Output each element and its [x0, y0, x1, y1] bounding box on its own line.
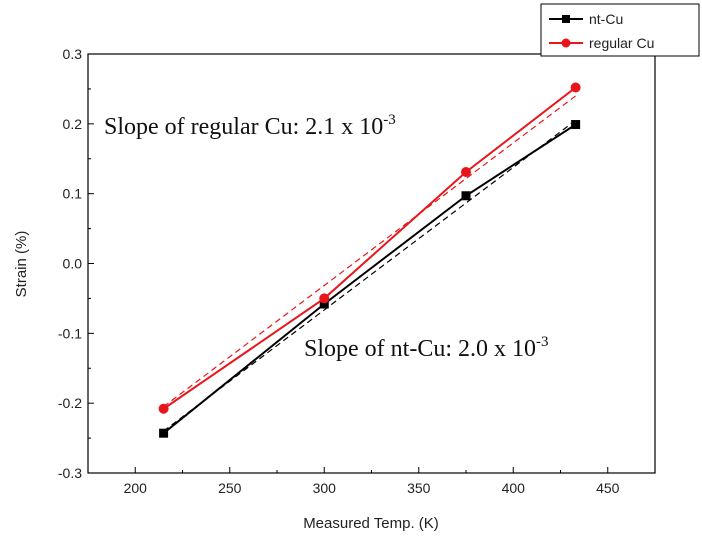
x-tick-label: 450 — [596, 480, 620, 496]
y-tick-label: -0.2 — [58, 395, 82, 411]
annotation-regular-cu-slope: Slope of regular Cu: 2.1 x 10-3 — [104, 112, 396, 140]
legend-marker-nt-cu — [562, 15, 570, 23]
x-tick-label: 200 — [124, 480, 148, 496]
x-tick-label: 300 — [313, 480, 337, 496]
data-point-regular-cu — [158, 403, 169, 414]
plot-area — [158, 82, 581, 438]
fit-line-regular-cu — [163, 95, 576, 408]
data-point-nt-cu — [461, 191, 471, 201]
data-point-regular-cu — [570, 82, 581, 93]
legend-label-regular-cu: regular Cu — [589, 35, 654, 51]
y-tick-label: -0.1 — [58, 325, 82, 341]
y-tick-label: 0.1 — [63, 186, 83, 202]
data-point-nt-cu — [571, 120, 581, 130]
legend: nt-Cu regular Cu — [540, 3, 700, 57]
x-tick-label: 400 — [502, 480, 526, 496]
axes: 200 250 300 350 400 450 -0.3 -0.2 -0.1 0.0 0.1 0.2 0… — [58, 46, 656, 496]
y-tick-label: 0.3 — [63, 46, 83, 62]
y-tick-label: 0.0 — [63, 256, 83, 272]
legend-box — [540, 3, 700, 57]
y-tick-label: 0.2 — [63, 116, 83, 132]
legend-marker-regular-cu — [561, 38, 571, 48]
data-point-nt-cu — [319, 299, 329, 309]
series-line-nt-cu — [162, 123, 577, 434]
data-point-regular-cu — [319, 293, 330, 304]
y-axis-title: Strain (%) — [13, 231, 30, 298]
x-tick-label: 350 — [407, 480, 431, 496]
fit-line-nt-cu — [163, 119, 576, 432]
y-tick-label: -0.3 — [58, 465, 82, 481]
annotation-nt-cu-slope: Slope of nt-Cu: 2.0 x 10-3 — [304, 334, 549, 362]
data-point-regular-cu — [461, 167, 471, 178]
data-point-nt-cu — [159, 428, 169, 438]
series-line-regular-cu — [163, 86, 577, 410]
x-axis-title: Measured Temp. (K) — [303, 515, 439, 532]
x-tick-label: 250 — [218, 480, 242, 496]
legend-label-nt-cu: nt-Cu — [589, 11, 623, 27]
